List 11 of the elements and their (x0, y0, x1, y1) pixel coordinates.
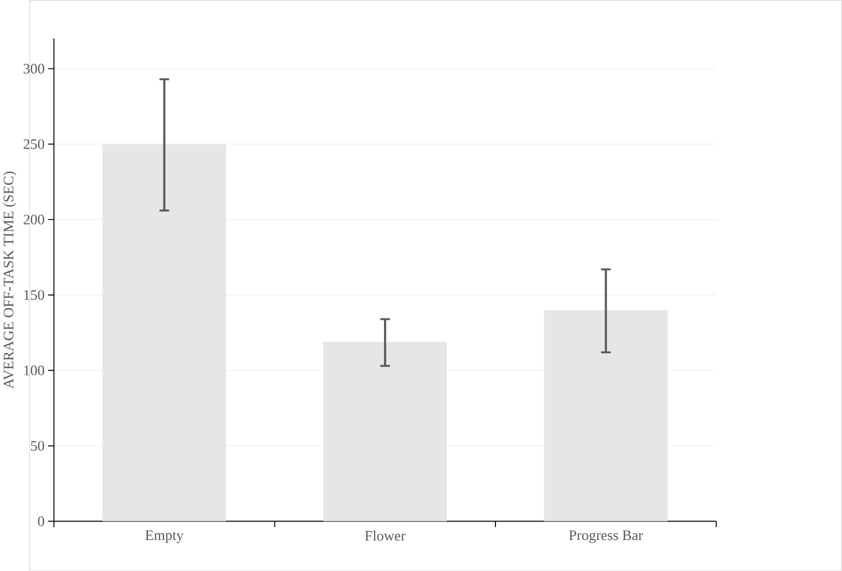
y-tick-label: 50 (31, 440, 44, 451)
x-tick-label: Empty (145, 530, 184, 543)
y-tick-label: 300 (24, 64, 44, 74)
x-tick-label: Flower (364, 530, 406, 540)
y-tick-label: 0 (38, 516, 44, 526)
y-tick-label: 100 (24, 365, 44, 376)
x-tick-label: Progress Bar (569, 530, 643, 543)
y-tick-label: 150 (24, 290, 44, 300)
y-tick-label: 200 (24, 214, 44, 224)
y-tick-label: 250 (24, 139, 44, 149)
y-axis-title: AVERAGE OFF-TASK TIME (SEC) (3, 171, 16, 388)
